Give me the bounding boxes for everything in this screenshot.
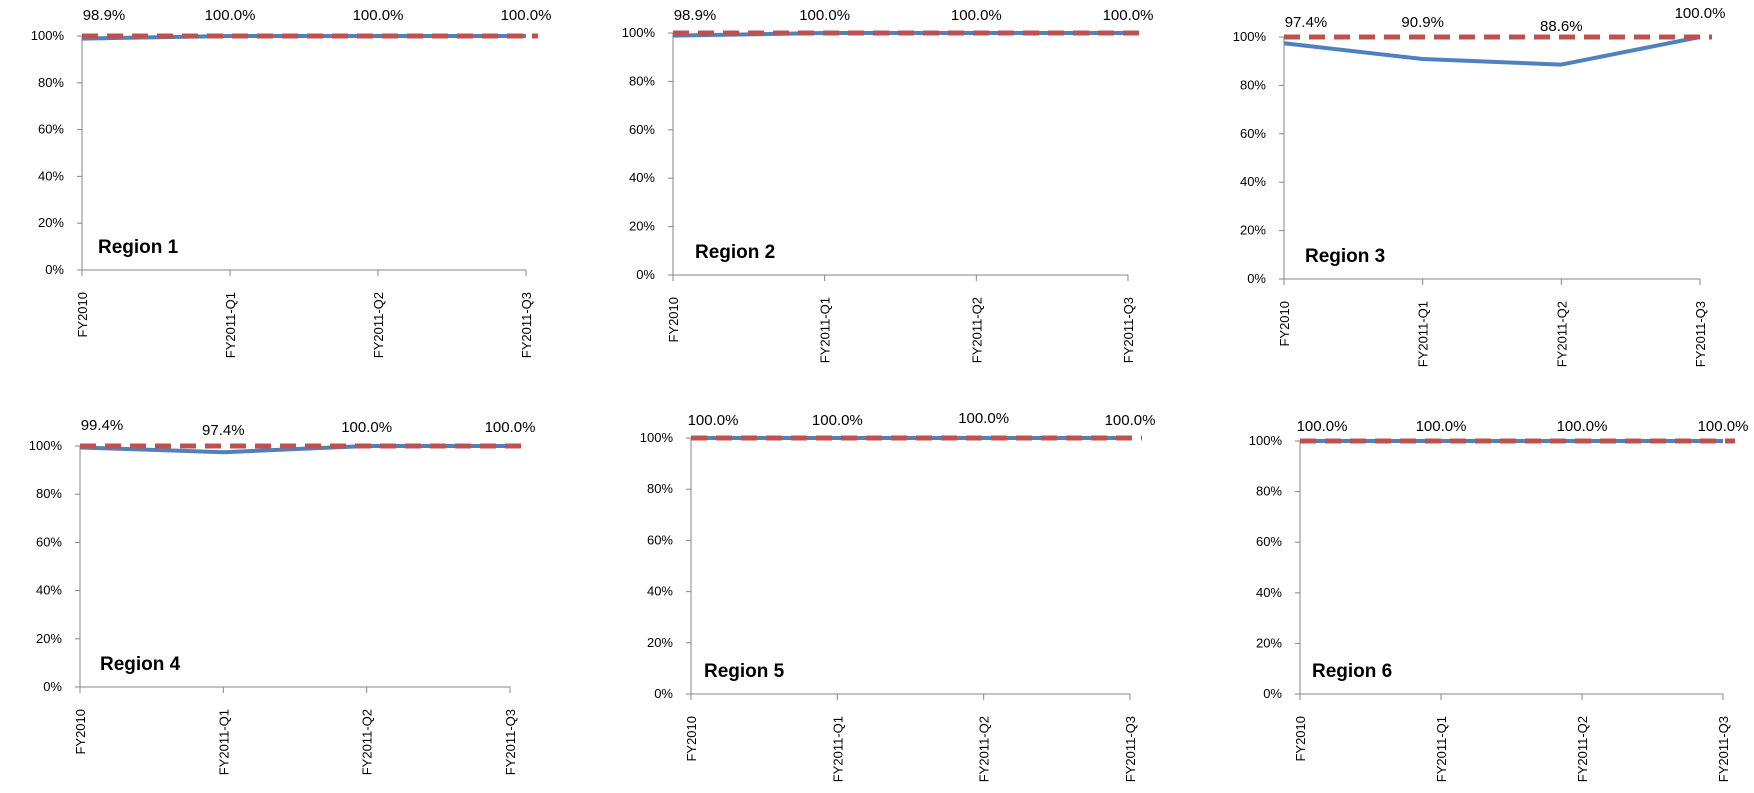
y-tick-label: 80%: [647, 481, 673, 496]
y-tick-label: 100%: [640, 430, 674, 445]
y-tick-label: 60%: [1240, 126, 1266, 141]
x-tick-label: FY2010: [684, 716, 699, 762]
data-label: 97.4%: [202, 422, 245, 439]
y-tick-label: 80%: [38, 75, 64, 90]
x-tick-label: FY2011-Q3: [519, 292, 534, 358]
data-label: 99.4%: [81, 417, 124, 434]
y-tick-label: 60%: [647, 532, 673, 547]
data-label: 100.0%: [205, 7, 256, 24]
y-tick-label: 40%: [629, 170, 655, 185]
x-tick-label: FY2011-Q3: [1693, 301, 1708, 367]
region-title: Region 2: [695, 242, 775, 263]
y-tick-label: 20%: [38, 215, 64, 230]
x-tick-label: FY2011-Q2: [371, 292, 386, 358]
y-tick-label: 80%: [1240, 77, 1266, 92]
x-tick-label: FY2011-Q1: [1416, 301, 1431, 367]
y-tick-label: 100%: [1249, 433, 1283, 448]
region-6-chart: 0% 20% 40% 60% 80% 100% FY2010 FY2011-Q1 FY2011-…: [1249, 418, 1749, 782]
y-tick-label: 0%: [1247, 271, 1266, 286]
y-tick-label: 0%: [1263, 686, 1282, 701]
y-tick-label: 20%: [647, 635, 673, 650]
region-2-chart: 0% 20% 40% 60% 80% 100% FY2010 FY2011-Q1 FY2011-…: [622, 7, 1154, 363]
data-label: 100.0%: [353, 7, 404, 24]
x-tick-label: FY2011-Q2: [1575, 716, 1590, 782]
data-label: 100.0%: [341, 419, 392, 436]
y-tick-label: 60%: [629, 122, 655, 137]
y-tick-label: 100%: [622, 25, 656, 40]
region-3-chart: 0% 20% 40% 60% 80% 100% FY2010 FY2011-Q1 FY2011-…: [1233, 5, 1726, 367]
y-tick-label: 60%: [1256, 534, 1282, 549]
y-tick-label: 0%: [43, 679, 62, 694]
data-label: 100.0%: [1416, 418, 1467, 435]
y-tick-label: 0%: [636, 267, 655, 282]
x-tick-label: FY2011-Q1: [818, 297, 833, 363]
y-tick-label: 80%: [36, 486, 62, 501]
y-tick-label: 0%: [45, 262, 64, 277]
y-tick-label: 100%: [31, 28, 65, 43]
region-5-chart: 0% 20% 40% 60% 80% 100% FY2010 FY2011-Q1 FY2011-…: [640, 410, 1156, 782]
y-tick-label: 0%: [654, 686, 673, 701]
y-tick-label: 80%: [629, 73, 655, 88]
x-tick-label: FY2010: [1293, 716, 1308, 762]
y-tick-label: 40%: [1256, 585, 1282, 600]
x-tick-label: FY2010: [1277, 301, 1292, 347]
region-title: Region 4: [100, 654, 181, 675]
data-label: 98.9%: [674, 7, 717, 24]
data-label: 100.0%: [1103, 7, 1154, 24]
data-label: 100.0%: [812, 412, 863, 429]
x-tick-label: FY2011-Q1: [223, 292, 238, 358]
y-tick-label: 20%: [36, 631, 62, 646]
x-tick-label: FY2011-Q2: [360, 709, 375, 775]
y-tick-label: 80%: [1256, 484, 1282, 499]
x-tick-label: FY2011-Q1: [216, 709, 231, 775]
y-tick-label: 40%: [36, 583, 62, 598]
data-label: 100.0%: [1698, 418, 1749, 435]
x-tick-label: FY2011-Q2: [969, 297, 984, 363]
data-label: 100.0%: [1675, 5, 1726, 22]
data-label: 88.6%: [1540, 18, 1583, 35]
actual-line: [81, 34, 526, 41]
data-label: 100.0%: [951, 7, 1002, 24]
region-title: Region 6: [1312, 661, 1392, 682]
data-label: 98.9%: [83, 7, 126, 24]
x-tick-label: FY2011-Q2: [977, 716, 992, 782]
y-tick-label: 60%: [36, 534, 62, 549]
y-tick-label: 100%: [1233, 29, 1267, 44]
y-tick-label: 20%: [1240, 223, 1266, 238]
data-label: 100.0%: [1297, 418, 1348, 435]
data-label: 100.0%: [501, 7, 552, 24]
x-tick-label: FY2011-Q2: [1554, 301, 1569, 367]
data-label: 100.0%: [1105, 412, 1156, 429]
y-tick-label: 40%: [647, 584, 673, 599]
x-tick-label: FY2010: [73, 709, 88, 755]
y-tick-label: 20%: [629, 219, 655, 234]
region-title: Region 1: [98, 237, 179, 258]
x-tick-label: FY2011-Q3: [1121, 297, 1136, 363]
region-title: Region 3: [1305, 246, 1385, 267]
y-tick-label: 100%: [29, 438, 63, 453]
data-label: 90.9%: [1401, 14, 1444, 31]
y-tick-label: 20%: [1256, 635, 1282, 650]
actual-line: [1283, 35, 1701, 67]
region-title: Region 5: [704, 661, 785, 682]
data-label: 100.0%: [799, 7, 850, 24]
x-tick-label: FY2011-Q3: [1716, 716, 1731, 782]
x-tick-label: FY2010: [75, 292, 90, 338]
y-tick-label: 60%: [38, 122, 64, 137]
x-tick-label: FY2011-Q3: [1123, 716, 1138, 782]
x-tick-label: FY2011-Q3: [503, 709, 518, 775]
region-4-chart: 0% 20% 40% 60% 80% 100% FY2010 FY2011-Q1 FY2011-…: [29, 417, 536, 775]
data-label: 100.0%: [485, 419, 536, 436]
x-tick-label: FY2010: [666, 297, 681, 343]
x-tick-label: FY2011-Q1: [830, 716, 845, 782]
x-tick-label: FY2011-Q1: [1434, 716, 1449, 782]
region-1-chart: 0% 20% 40% 60% 80% 100% FY2010 FY2011-Q1 FY2011-…: [31, 7, 552, 358]
data-label: 97.4%: [1285, 14, 1328, 31]
data-label: 100.0%: [958, 410, 1009, 427]
data-label: 100.0%: [1557, 418, 1608, 435]
data-label: 100.0%: [688, 412, 739, 429]
y-tick-label: 40%: [38, 168, 64, 183]
y-tick-label: 40%: [1240, 174, 1266, 189]
